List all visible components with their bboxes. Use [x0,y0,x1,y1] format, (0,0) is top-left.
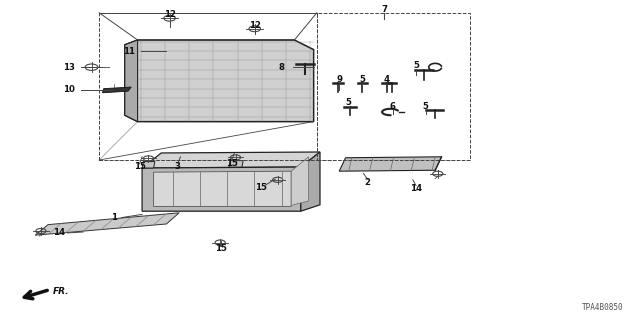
Polygon shape [125,40,138,122]
Text: 15: 15 [255,183,267,192]
Text: 14: 14 [53,228,65,237]
Polygon shape [142,167,301,211]
Text: 5: 5 [359,76,365,84]
Text: 13: 13 [63,63,75,72]
Text: 1: 1 [111,213,117,222]
Polygon shape [142,152,320,168]
Text: 7: 7 [381,5,387,14]
Text: 15: 15 [215,244,227,253]
Polygon shape [339,157,442,171]
Text: 15: 15 [226,159,237,168]
Text: 5: 5 [422,102,429,111]
Polygon shape [229,161,243,167]
Polygon shape [125,40,314,122]
Text: 5: 5 [413,61,419,70]
Text: FR.: FR. [52,287,69,296]
Polygon shape [291,157,308,205]
Text: 10: 10 [63,85,75,94]
Text: 2: 2 [364,178,371,187]
Polygon shape [301,152,320,211]
Polygon shape [102,87,131,93]
Text: 12: 12 [164,10,175,19]
Text: 4: 4 [383,76,390,84]
Polygon shape [142,162,155,168]
Text: 11: 11 [124,47,135,56]
Polygon shape [35,213,179,235]
Text: 14: 14 [410,184,422,193]
Text: 15: 15 [134,162,145,171]
Text: 5: 5 [346,98,352,107]
Text: TPA4B0850: TPA4B0850 [582,303,624,312]
Text: 9: 9 [336,76,342,84]
Text: 3: 3 [175,162,181,171]
Text: 8: 8 [278,63,285,72]
Text: 12: 12 [249,21,260,30]
Polygon shape [154,171,291,206]
Text: 6: 6 [390,102,396,111]
